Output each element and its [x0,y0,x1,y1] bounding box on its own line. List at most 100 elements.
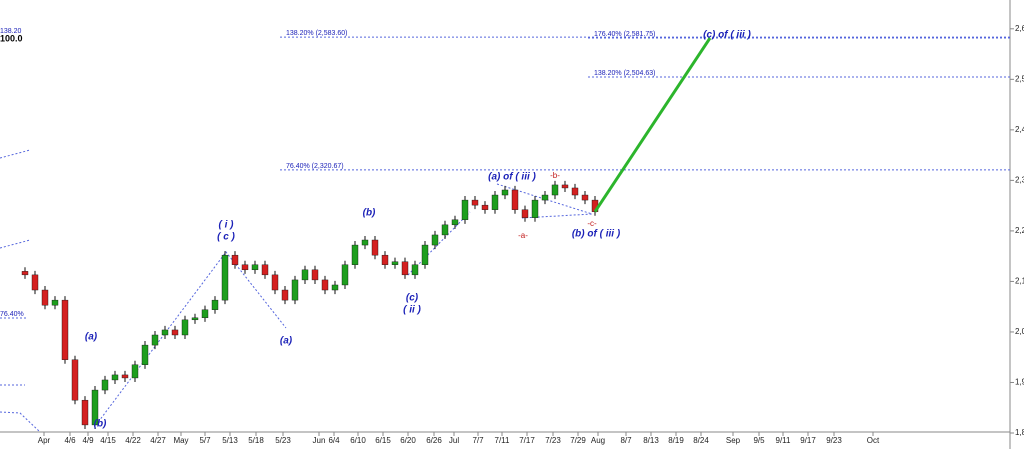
wave-label: (a) [280,336,293,347]
candle-body [101,379,109,391]
x-tick-label: 4/6 [64,436,76,445]
x-tick-label: Sep [726,436,741,445]
x-tick-label: 5/7 [199,436,211,445]
candle-body [351,244,359,265]
candle-body [341,264,349,286]
x-tick-label: 8/13 [643,436,659,445]
candle-body [231,254,239,265]
wave-line [496,183,593,219]
level-label: 138.20% (2,504.63) [594,70,656,77]
candle-body [291,279,299,301]
candle-body [571,187,579,196]
x-tick-label: 8/24 [693,436,709,445]
candle-body [441,224,449,236]
y-tick-label: 1,900 [1015,378,1024,387]
wave-line [0,239,31,249]
candle-body [261,264,269,276]
x-tick-label: 5/18 [248,436,264,445]
candle-body [151,334,159,346]
x-tick-label: Aug [591,436,605,445]
candle-body [21,271,29,276]
candle-body [61,299,69,360]
wave-label: -b- [550,171,560,180]
x-tick-label: 7/11 [495,436,511,445]
candle-body [461,199,469,220]
candle-body [561,184,569,189]
candle-body [191,317,199,321]
candle-body [241,264,249,271]
candle-body [361,239,369,246]
wave-label: -a- [518,231,528,240]
x-tick-label: 4/9 [82,436,94,445]
y-tick-label: 2,100 [1015,277,1024,286]
wave-label: (b) of ( iii ) [572,229,621,240]
x-tick-label: 5/13 [222,436,238,445]
candle-body [311,269,319,281]
projection-line [593,37,712,213]
x-tick-label: 9/11 [776,436,792,445]
left-label: 100.0 [0,33,23,43]
candle-body [331,284,339,291]
candle-body [511,189,519,210]
candle-body [251,264,259,271]
candle-body [281,289,289,301]
candle-body [451,219,459,226]
x-tick-label: 6/20 [400,436,416,445]
y-tick-label: 2,500 [1015,74,1024,83]
candle-body [141,344,149,365]
x-tick-label: 6/15 [375,436,391,445]
x-tick-label: 8/19 [668,436,684,445]
wave-line [0,149,31,159]
candle-body [171,329,179,336]
y-tick-label: 2,400 [1015,125,1024,134]
candle-body [431,234,439,246]
candle-body [521,209,529,218]
level-label: 76.40% (2,320.67) [286,163,344,170]
y-tick-label: 2,200 [1015,226,1024,235]
candle-body [541,194,549,201]
wave-label: ( ii ) [403,305,421,316]
left-label: 76.40% [0,311,24,318]
x-tick-label: 4/27 [150,436,166,445]
y-tick-label: 2,300 [1015,175,1024,184]
candle-body [201,309,209,319]
candle-body [501,189,509,196]
wave-label: (a) [85,332,98,343]
x-tick-label: 7/23 [545,436,561,445]
candle-body [421,244,429,265]
candle-body [51,299,59,306]
y-tick-label: 2,600 [1015,24,1024,33]
wave-label: (c) [406,293,419,304]
candle-body [491,194,499,210]
wave-label: (c) of ( iii ) [703,30,751,41]
candle-body [401,261,409,276]
y-tick-label: 1,800 [1015,428,1024,437]
x-tick-label: 5/23 [275,436,291,445]
candle-body [131,364,139,379]
candle-body [321,279,329,291]
candle-body [381,254,389,265]
wave-line [95,251,287,426]
candle-body [301,269,309,281]
candle-body [91,389,99,426]
candle-body [121,374,129,379]
wave-line [0,411,41,433]
x-tick-label: 6/4 [328,436,340,445]
x-tick-label: 7/29 [570,436,586,445]
candle-body [161,329,169,336]
candle-body [471,199,479,206]
candle-body [81,399,89,426]
wave-line [407,211,471,276]
wave-label: ( c ) [217,232,235,243]
candle-body [551,184,559,196]
y-tick-label: 2,000 [1015,327,1024,336]
wave-label: ( i ) [219,220,235,231]
x-tick-label: 4/15 [100,436,116,445]
x-tick-label: 9/17 [800,436,816,445]
x-tick-label: Jul [449,436,459,445]
candle-body [481,204,489,210]
level-label: 138.20% (2,583.60) [286,30,348,37]
candle-body [111,374,119,381]
